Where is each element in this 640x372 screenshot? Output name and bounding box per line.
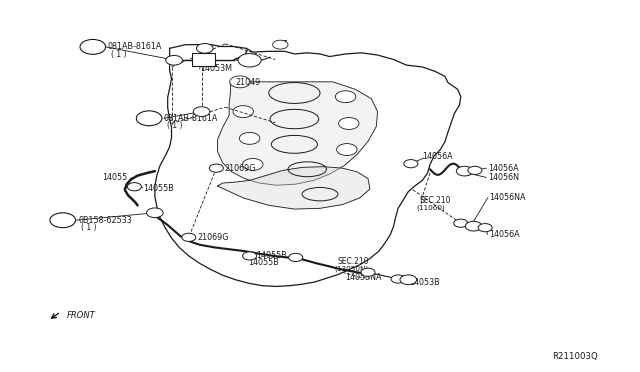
- Circle shape: [468, 166, 482, 174]
- Circle shape: [404, 160, 418, 168]
- Circle shape: [478, 224, 492, 232]
- Text: ( 1 ): ( 1 ): [81, 223, 97, 232]
- Circle shape: [361, 268, 375, 276]
- Text: SEC.210: SEC.210: [337, 257, 369, 266]
- Circle shape: [391, 275, 405, 283]
- Circle shape: [339, 118, 359, 129]
- Text: 14053NA: 14053NA: [346, 273, 382, 282]
- Text: ( 1 ): ( 1 ): [111, 50, 126, 59]
- FancyBboxPatch shape: [192, 53, 215, 66]
- Circle shape: [465, 221, 482, 231]
- Circle shape: [196, 44, 213, 53]
- Text: ( 1 ): ( 1 ): [167, 121, 182, 130]
- Text: 14056A: 14056A: [488, 164, 518, 173]
- Text: 14055B: 14055B: [248, 258, 279, 267]
- Circle shape: [273, 40, 288, 49]
- Text: (11060): (11060): [417, 204, 445, 211]
- Text: 0B158-62533: 0B158-62533: [78, 216, 132, 225]
- Circle shape: [193, 107, 210, 116]
- Text: 14055: 14055: [102, 173, 127, 182]
- Circle shape: [243, 252, 257, 260]
- Polygon shape: [218, 167, 370, 209]
- Text: 14056A: 14056A: [489, 230, 520, 239]
- Circle shape: [182, 233, 196, 241]
- Text: 081AB-8161A: 081AB-8161A: [108, 42, 162, 51]
- Text: 14053B: 14053B: [410, 278, 440, 287]
- Circle shape: [335, 91, 356, 103]
- Circle shape: [50, 213, 76, 228]
- Circle shape: [239, 132, 260, 144]
- Text: B: B: [60, 216, 65, 225]
- Text: 21049: 21049: [236, 78, 260, 87]
- Text: 14053M: 14053M: [200, 64, 232, 73]
- Text: 081AB-8161A: 081AB-8161A: [164, 114, 218, 123]
- Circle shape: [230, 76, 250, 88]
- Circle shape: [80, 39, 106, 54]
- Text: 14056NA: 14056NA: [489, 193, 525, 202]
- Text: 21069G: 21069G: [224, 164, 255, 173]
- Circle shape: [127, 183, 141, 191]
- Text: B: B: [147, 114, 152, 123]
- Text: 21069G: 21069G: [197, 233, 228, 242]
- Circle shape: [209, 164, 223, 172]
- Circle shape: [136, 111, 162, 126]
- Polygon shape: [218, 82, 378, 185]
- Text: B: B: [90, 42, 95, 51]
- Circle shape: [233, 106, 253, 118]
- Circle shape: [289, 253, 303, 262]
- Circle shape: [337, 144, 357, 155]
- Text: 14055B: 14055B: [143, 185, 173, 193]
- Polygon shape: [155, 45, 461, 286]
- Text: (13050N): (13050N): [335, 265, 369, 272]
- Text: R211003Q: R211003Q: [552, 352, 597, 361]
- Circle shape: [147, 208, 163, 218]
- Text: 14056A: 14056A: [422, 153, 453, 161]
- Text: 14056N: 14056N: [488, 173, 518, 182]
- Text: 14055B: 14055B: [256, 251, 287, 260]
- Circle shape: [238, 54, 261, 67]
- Circle shape: [456, 166, 473, 176]
- Circle shape: [400, 275, 417, 285]
- Circle shape: [243, 158, 263, 170]
- Text: FRONT: FRONT: [67, 311, 96, 320]
- Text: SEC.210: SEC.210: [419, 196, 451, 205]
- Circle shape: [454, 219, 468, 227]
- Circle shape: [166, 55, 182, 65]
